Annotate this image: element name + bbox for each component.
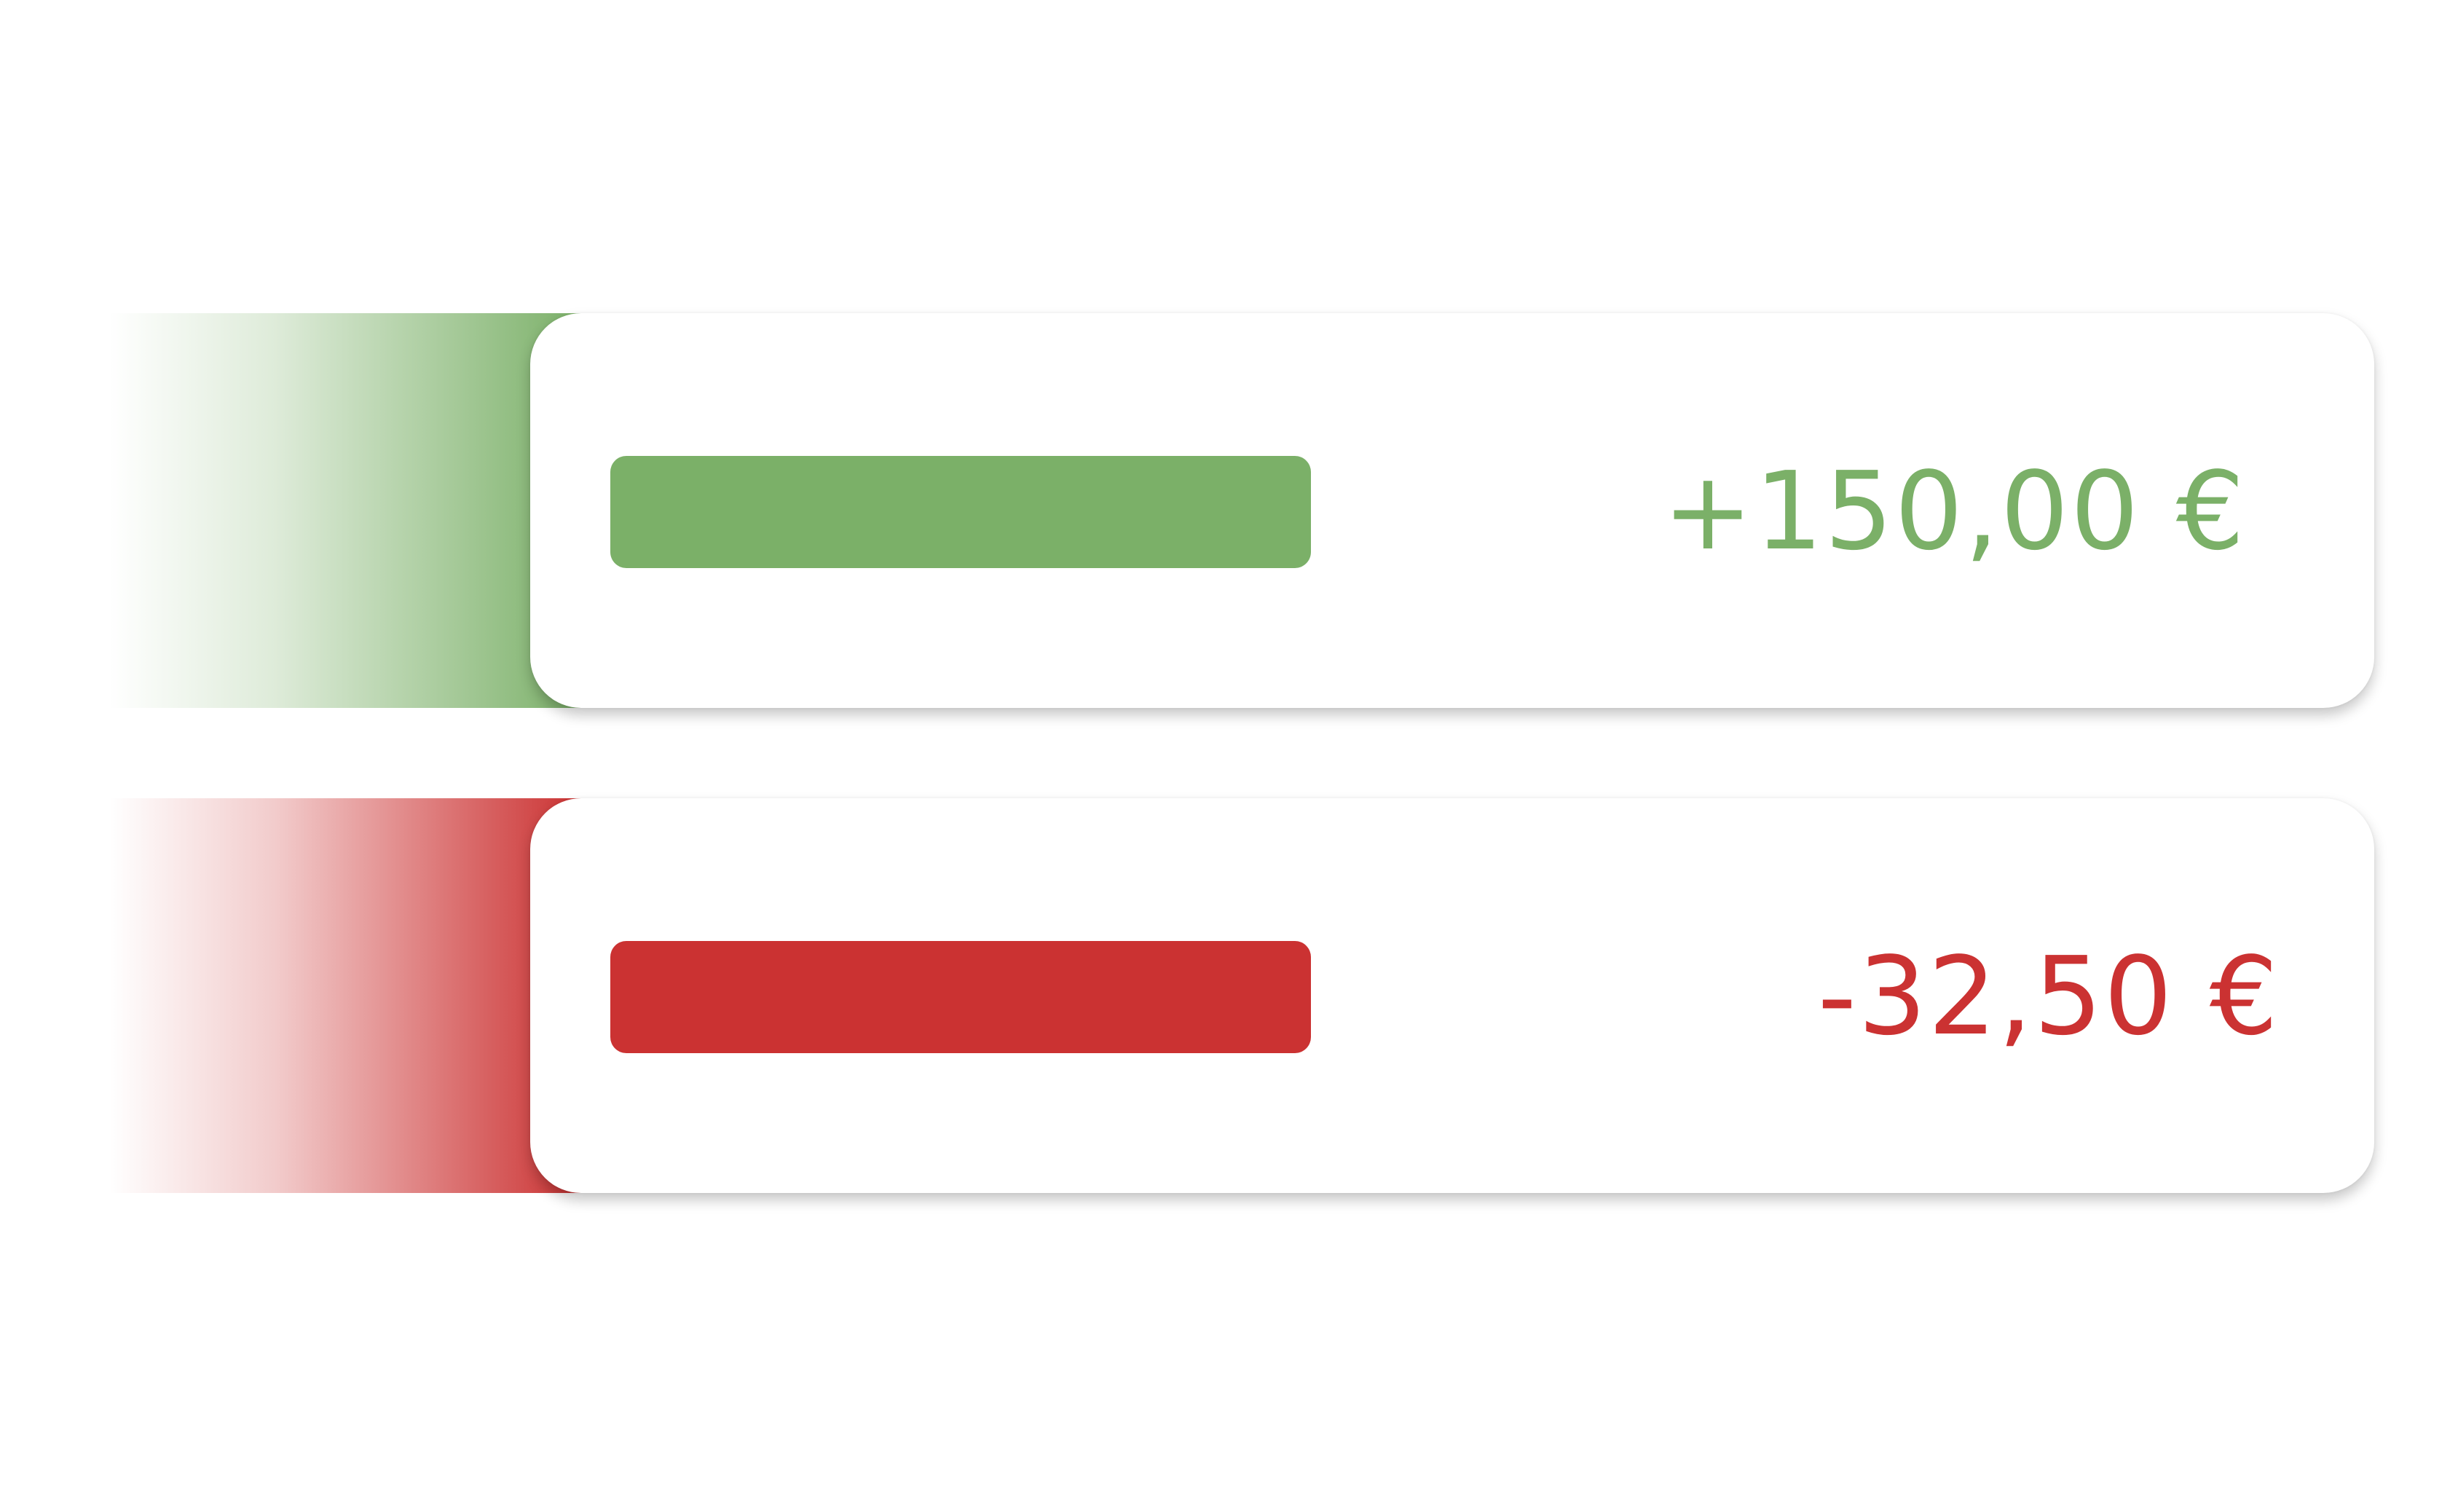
transaction-row-income[interactable]: +150,00 €: [109, 313, 2374, 708]
transaction-row-expense[interactable]: -32,50 €: [109, 798, 2374, 1193]
transaction-card[interactable]: +150,00 €: [530, 313, 2374, 708]
transaction-amount: -32,50 €: [1817, 934, 2280, 1059]
transaction-amount: +150,00 €: [1662, 449, 2246, 574]
swipe-action-background-income[interactable]: [109, 313, 583, 708]
transaction-card[interactable]: -32,50 €: [530, 798, 2374, 1193]
swipe-action-background-expense[interactable]: [109, 798, 583, 1193]
transaction-label-placeholder: [610, 456, 1311, 568]
transaction-label-placeholder: [610, 941, 1311, 1053]
